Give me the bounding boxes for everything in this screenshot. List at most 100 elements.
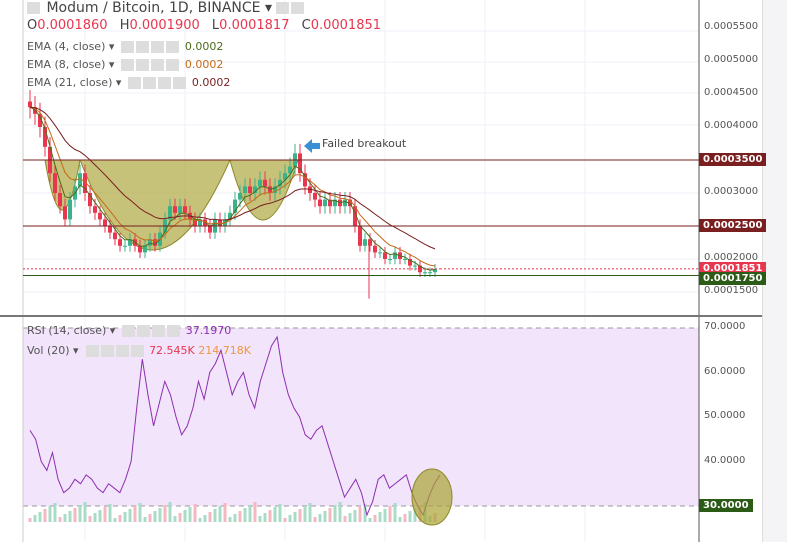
collapse-icon[interactable] bbox=[27, 2, 40, 14]
volume-bar bbox=[143, 517, 147, 522]
volume-bar bbox=[333, 505, 337, 522]
candle-body bbox=[178, 206, 182, 213]
gear-icon[interactable] bbox=[100, 345, 114, 357]
vol-ma-value: 214.718K bbox=[198, 344, 251, 357]
high-label: H bbox=[119, 18, 130, 33]
candle-body bbox=[238, 193, 242, 200]
volume-bar bbox=[33, 515, 37, 522]
eye-icon[interactable] bbox=[121, 41, 135, 53]
plus-icon[interactable] bbox=[151, 59, 165, 71]
volume-bar bbox=[133, 506, 137, 522]
candle-body bbox=[143, 245, 147, 253]
candle-body bbox=[323, 199, 327, 207]
candle-body bbox=[368, 239, 372, 246]
volume-bar bbox=[283, 518, 287, 522]
volume-bar bbox=[393, 503, 397, 522]
candle-body bbox=[383, 252, 387, 259]
close-icon[interactable] bbox=[167, 325, 181, 337]
plus-icon[interactable] bbox=[152, 325, 166, 337]
candle-body bbox=[108, 226, 112, 233]
high-value: 0.0001900 bbox=[129, 18, 200, 33]
cup-shape bbox=[79, 159, 231, 251]
gear-icon[interactable] bbox=[137, 325, 151, 337]
volume-bar bbox=[253, 502, 257, 522]
volume-bar bbox=[398, 517, 402, 522]
volume-bar bbox=[103, 507, 107, 522]
gear-icon[interactable] bbox=[143, 77, 157, 89]
rsi-legend[interactable]: RSI (14, close) ▾ 37.1970 bbox=[27, 324, 232, 337]
candle-body bbox=[148, 239, 152, 246]
eye-icon[interactable] bbox=[85, 345, 99, 357]
eye-icon[interactable] bbox=[276, 2, 290, 14]
candle-body bbox=[303, 173, 307, 187]
ema-21-legend[interactable]: EMA (21, close) ▾ 0.0002 bbox=[27, 76, 231, 89]
volume-bar bbox=[38, 512, 42, 522]
volume-bar bbox=[108, 504, 112, 522]
volume-bar bbox=[208, 512, 212, 522]
volume-bar bbox=[278, 504, 282, 522]
candle-body bbox=[283, 173, 287, 180]
close-icon[interactable] bbox=[166, 41, 180, 53]
plus-icon[interactable] bbox=[115, 345, 129, 357]
volume-bar bbox=[353, 510, 357, 522]
vol-label: Vol (20) bbox=[27, 344, 70, 357]
candle-body bbox=[43, 127, 47, 147]
volume-bar bbox=[138, 503, 142, 522]
volume-bar bbox=[233, 514, 237, 522]
volume-bar bbox=[413, 508, 417, 522]
price-tick: 0.0003000 bbox=[704, 186, 759, 197]
volume-bar bbox=[178, 513, 182, 522]
plus-icon[interactable] bbox=[158, 77, 172, 89]
candle-body bbox=[343, 199, 347, 207]
volume-bar bbox=[118, 515, 122, 522]
ema-value: 0.0002 bbox=[191, 76, 231, 89]
gear-icon[interactable] bbox=[136, 59, 150, 71]
candle-body bbox=[263, 179, 267, 187]
volume-bar bbox=[388, 506, 392, 522]
ema-value: 0.0002 bbox=[184, 40, 224, 53]
volume-bar bbox=[383, 509, 387, 522]
candle-body bbox=[228, 212, 232, 220]
candle-body bbox=[388, 259, 392, 260]
ema-8-legend[interactable]: EMA (8, close) ▾ 0.0002 bbox=[27, 58, 224, 71]
volume-bar bbox=[273, 507, 277, 522]
candle-body bbox=[113, 232, 117, 240]
volume-bar bbox=[348, 513, 352, 522]
volume-bar bbox=[158, 508, 162, 522]
close-icon[interactable] bbox=[173, 77, 187, 89]
candle-body bbox=[173, 206, 177, 213]
volume-bar bbox=[298, 509, 302, 522]
candle-body bbox=[373, 245, 377, 253]
volume-bar bbox=[73, 508, 77, 522]
volume-bar bbox=[228, 517, 232, 522]
candle-body bbox=[353, 206, 357, 226]
eye-icon[interactable] bbox=[128, 77, 142, 89]
volume-bar bbox=[68, 511, 72, 522]
candle-body bbox=[328, 199, 332, 207]
eye-icon[interactable] bbox=[121, 59, 135, 71]
eye-icon[interactable] bbox=[122, 325, 136, 337]
volume-bar bbox=[98, 510, 102, 522]
plus-icon[interactable] bbox=[151, 41, 165, 53]
candle-body bbox=[248, 186, 252, 193]
volume-bar bbox=[28, 518, 32, 522]
candle-body bbox=[168, 206, 172, 220]
close-icon[interactable] bbox=[130, 345, 144, 357]
gear-icon[interactable] bbox=[291, 2, 305, 14]
candle-body bbox=[363, 239, 367, 246]
volume-bar bbox=[258, 516, 262, 522]
annotation-text[interactable]: Failed breakout bbox=[322, 137, 407, 150]
volume-bar bbox=[58, 517, 62, 522]
volume-bar bbox=[193, 504, 197, 522]
candle-body bbox=[243, 186, 247, 193]
cup-shape bbox=[229, 159, 299, 221]
gear-icon[interactable] bbox=[136, 41, 150, 53]
low-value: 0.0001817 bbox=[219, 18, 290, 33]
candle-body bbox=[103, 219, 107, 226]
price-tick: 0.0004000 bbox=[704, 120, 759, 131]
ema-4-legend[interactable]: EMA (4, close) ▾ 0.0002 bbox=[27, 40, 224, 53]
candle-body bbox=[408, 259, 412, 266]
vol-legend[interactable]: Vol (20) ▾ 72.545K 214.718K bbox=[27, 344, 251, 357]
close-icon[interactable] bbox=[166, 59, 180, 71]
